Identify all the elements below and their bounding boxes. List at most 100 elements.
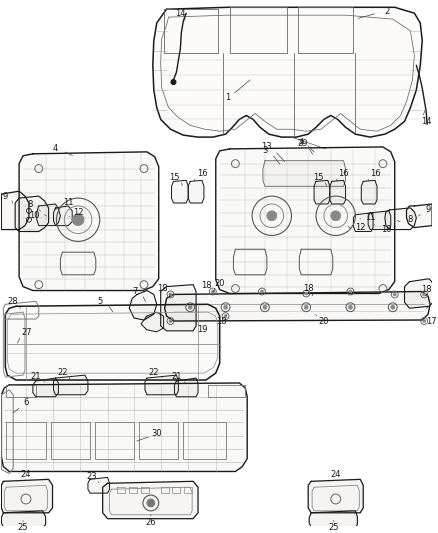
Circle shape bbox=[391, 305, 395, 309]
Polygon shape bbox=[1, 383, 247, 472]
Circle shape bbox=[267, 211, 277, 221]
Text: 3: 3 bbox=[262, 147, 268, 156]
Circle shape bbox=[331, 211, 341, 221]
Text: 17: 17 bbox=[426, 317, 436, 326]
Text: 2: 2 bbox=[384, 7, 389, 15]
Text: 18: 18 bbox=[157, 284, 168, 293]
Text: 13: 13 bbox=[261, 142, 272, 151]
Text: 22: 22 bbox=[148, 368, 159, 377]
Text: 9: 9 bbox=[425, 205, 431, 214]
Circle shape bbox=[224, 305, 228, 309]
Polygon shape bbox=[102, 481, 198, 519]
Polygon shape bbox=[263, 161, 346, 186]
Text: 12: 12 bbox=[355, 223, 366, 232]
Polygon shape bbox=[141, 312, 164, 332]
Circle shape bbox=[393, 293, 396, 296]
Circle shape bbox=[169, 320, 172, 322]
Text: 14: 14 bbox=[421, 117, 431, 126]
Text: 20: 20 bbox=[215, 279, 225, 288]
Circle shape bbox=[305, 292, 307, 295]
Circle shape bbox=[171, 79, 176, 85]
Circle shape bbox=[224, 314, 227, 318]
Circle shape bbox=[423, 293, 426, 296]
Text: 19: 19 bbox=[197, 325, 207, 334]
Polygon shape bbox=[37, 204, 60, 225]
Polygon shape bbox=[161, 285, 196, 331]
Circle shape bbox=[147, 499, 155, 507]
Text: 15: 15 bbox=[169, 173, 180, 182]
Circle shape bbox=[263, 305, 267, 309]
Text: 10: 10 bbox=[381, 225, 392, 234]
Polygon shape bbox=[385, 208, 417, 230]
Text: 28: 28 bbox=[8, 297, 18, 306]
Text: 18: 18 bbox=[201, 281, 211, 290]
Text: 18: 18 bbox=[303, 284, 314, 293]
Text: 25: 25 bbox=[18, 523, 28, 532]
Text: 21: 21 bbox=[31, 372, 41, 381]
Text: 15: 15 bbox=[313, 173, 323, 182]
Text: 26: 26 bbox=[145, 518, 156, 527]
Polygon shape bbox=[353, 213, 373, 231]
Polygon shape bbox=[53, 206, 72, 225]
Polygon shape bbox=[216, 147, 395, 294]
Text: 23: 23 bbox=[87, 472, 97, 481]
Polygon shape bbox=[1, 511, 46, 528]
Text: 12: 12 bbox=[73, 208, 83, 217]
Text: 8: 8 bbox=[408, 215, 413, 224]
Circle shape bbox=[169, 293, 172, 296]
Text: 4: 4 bbox=[53, 144, 58, 154]
Text: 11: 11 bbox=[63, 198, 74, 207]
Text: 24: 24 bbox=[330, 470, 341, 479]
Text: 9: 9 bbox=[3, 191, 8, 200]
Text: 29: 29 bbox=[297, 140, 307, 149]
Text: 4: 4 bbox=[299, 138, 304, 147]
Text: 27: 27 bbox=[21, 328, 32, 337]
Text: 1: 1 bbox=[225, 93, 230, 102]
Polygon shape bbox=[361, 180, 377, 204]
Circle shape bbox=[423, 320, 426, 322]
Polygon shape bbox=[172, 180, 188, 203]
Text: 10: 10 bbox=[30, 211, 40, 220]
Polygon shape bbox=[330, 180, 346, 204]
Text: 18: 18 bbox=[421, 285, 431, 294]
Polygon shape bbox=[5, 304, 220, 380]
Text: 21: 21 bbox=[171, 372, 182, 381]
Polygon shape bbox=[153, 7, 422, 137]
Polygon shape bbox=[406, 204, 432, 228]
Text: 24: 24 bbox=[21, 470, 31, 479]
Text: 18: 18 bbox=[216, 317, 227, 326]
Circle shape bbox=[72, 214, 84, 225]
Polygon shape bbox=[19, 152, 159, 290]
Polygon shape bbox=[309, 511, 357, 528]
Circle shape bbox=[188, 305, 192, 309]
Circle shape bbox=[261, 290, 263, 293]
Text: 25: 25 bbox=[328, 523, 339, 532]
Circle shape bbox=[349, 305, 353, 309]
Text: 22: 22 bbox=[57, 368, 67, 377]
Text: 30: 30 bbox=[152, 429, 162, 438]
Text: 6: 6 bbox=[23, 398, 28, 407]
Text: 20: 20 bbox=[319, 317, 329, 326]
Polygon shape bbox=[33, 378, 58, 397]
Polygon shape bbox=[88, 478, 110, 493]
Text: 14: 14 bbox=[175, 9, 186, 18]
Polygon shape bbox=[405, 279, 434, 308]
Text: 7: 7 bbox=[132, 287, 138, 296]
Circle shape bbox=[349, 290, 352, 293]
Text: 5: 5 bbox=[97, 297, 102, 306]
Polygon shape bbox=[308, 479, 363, 513]
Polygon shape bbox=[53, 375, 88, 395]
Polygon shape bbox=[188, 180, 204, 203]
Polygon shape bbox=[314, 180, 330, 204]
Polygon shape bbox=[174, 378, 198, 397]
Circle shape bbox=[211, 290, 214, 293]
Text: 8: 8 bbox=[27, 200, 32, 209]
Polygon shape bbox=[165, 292, 430, 321]
Text: 16: 16 bbox=[197, 169, 207, 178]
Polygon shape bbox=[368, 211, 391, 230]
Text: 16: 16 bbox=[338, 169, 349, 178]
Polygon shape bbox=[129, 290, 157, 320]
Circle shape bbox=[304, 305, 308, 309]
Polygon shape bbox=[15, 196, 49, 231]
Polygon shape bbox=[1, 479, 53, 513]
